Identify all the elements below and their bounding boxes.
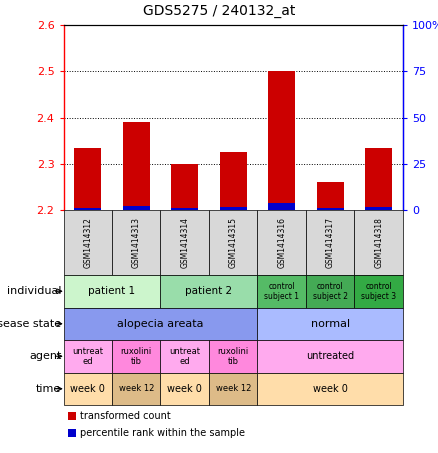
Bar	[317, 182, 343, 210]
Bar	[171, 164, 198, 210]
Text: GSM1414314: GSM1414314	[180, 217, 189, 268]
Text: untreated: untreated	[306, 351, 354, 361]
Text: GSM1414316: GSM1414316	[277, 217, 286, 268]
Text: ruxolini
tib: ruxolini tib	[218, 347, 249, 366]
Text: GSM1414317: GSM1414317	[326, 217, 335, 268]
Text: untreat
ed: untreat ed	[169, 347, 200, 366]
Text: normal: normal	[311, 319, 350, 329]
Text: patient 1: patient 1	[88, 286, 136, 296]
Text: control
subject 2: control subject 2	[313, 282, 348, 301]
Bar	[220, 152, 247, 210]
Bar	[220, 207, 247, 210]
Text: disease state: disease state	[0, 319, 61, 329]
Bar	[123, 122, 150, 210]
Text: GSM1414318: GSM1414318	[374, 217, 383, 268]
Bar	[268, 203, 295, 210]
Bar	[123, 206, 150, 210]
Text: transformed count: transformed count	[80, 411, 171, 421]
Text: control
subject 3: control subject 3	[361, 282, 396, 301]
Bar	[317, 208, 343, 210]
Bar	[74, 148, 101, 210]
Text: week 0: week 0	[167, 384, 202, 394]
Text: patient 2: patient 2	[185, 286, 233, 296]
Text: time: time	[36, 384, 61, 394]
Text: untreat
ed: untreat ed	[72, 347, 103, 366]
Text: control
subject 1: control subject 1	[264, 282, 299, 301]
Bar	[365, 207, 392, 210]
Text: GSM1414312: GSM1414312	[83, 217, 92, 268]
Text: alopecia areata: alopecia areata	[117, 319, 204, 329]
Text: percentile rank within the sample: percentile rank within the sample	[80, 428, 245, 438]
Text: individual: individual	[7, 286, 61, 296]
Text: week 12: week 12	[215, 384, 251, 393]
Text: GSM1414315: GSM1414315	[229, 217, 238, 268]
Text: week 12: week 12	[119, 384, 154, 393]
Text: GSM1414313: GSM1414313	[132, 217, 141, 268]
Text: agent: agent	[29, 351, 61, 361]
Bar	[365, 148, 392, 210]
Text: week 0: week 0	[71, 384, 105, 394]
Bar	[171, 207, 198, 210]
Bar	[268, 71, 295, 210]
Text: ruxolini
tib: ruxolini tib	[120, 347, 152, 366]
Text: week 0: week 0	[313, 384, 348, 394]
Text: GDS5275 / 240132_at: GDS5275 / 240132_at	[143, 4, 295, 18]
Bar	[74, 207, 101, 210]
